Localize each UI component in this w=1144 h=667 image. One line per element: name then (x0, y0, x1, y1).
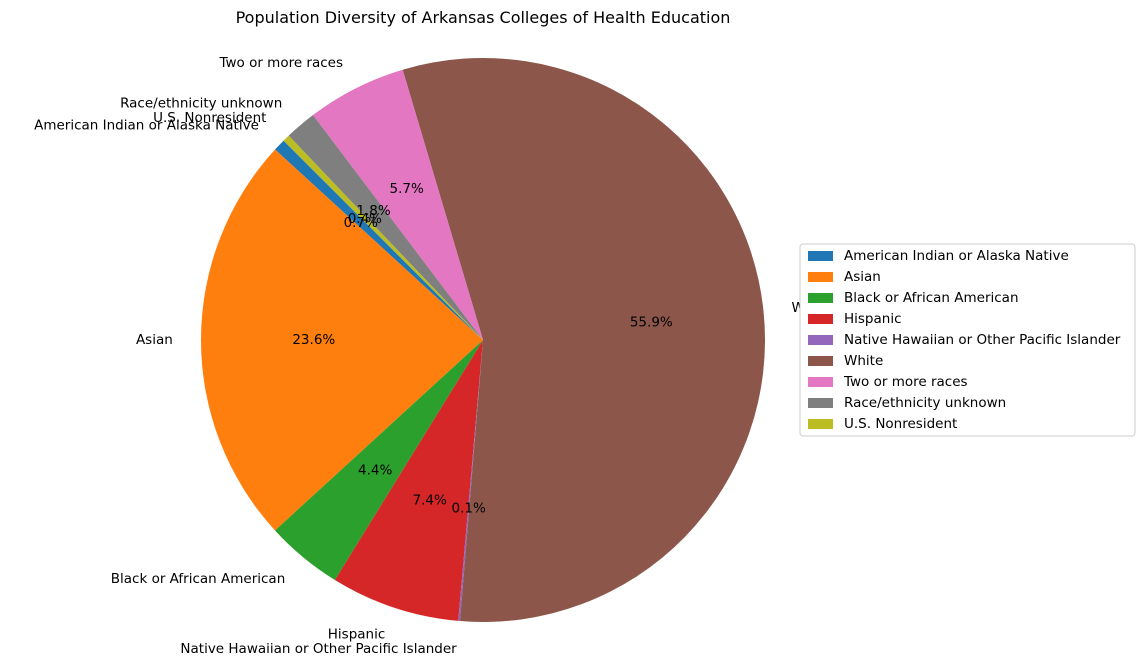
legend-label-two-or-more-races: Two or more races (843, 374, 968, 390)
slice-race-ethnicity-unknown (288, 115, 483, 341)
legend-label-u-s-nonresident: U.S. Nonresident (844, 416, 957, 432)
slice-u-s-nonresident (283, 135, 483, 340)
legend-label-american-indian-or-alaska-native: American Indian or Alaska Native (844, 248, 1069, 264)
chart-title: Population Diversity of Arkansas College… (236, 8, 731, 27)
slice-percent-black-or-african-american: 4.4% (358, 462, 392, 478)
legend-swatch-race-ethnicity-unknown (808, 398, 833, 408)
legend-swatch-asian (808, 272, 833, 282)
slice-label-u-s-nonresident: U.S. Nonresident (153, 110, 266, 126)
slice-label-race-ethnicity-unknown: Race/ethnicity unknown (120, 95, 282, 111)
slice-hispanic (334, 340, 483, 621)
slice-native-hawaiian-or-other-pacific-islander (458, 340, 483, 622)
slice-percent-u-s-nonresident: 0.4% (348, 211, 382, 227)
legend-frame (799, 243, 1136, 437)
slice-american-indian-or-alaska-native (275, 140, 483, 340)
legend-swatch-black-or-african-american (808, 293, 833, 303)
legend-swatch-american-indian-or-alaska-native (808, 251, 833, 261)
legend-swatch-u-s-nonresident (808, 419, 833, 429)
slice-percent-white: 55.9% (630, 314, 673, 330)
legend-label-asian: Asian (844, 269, 881, 285)
slice-percent-american-indian-or-alaska-native: 0.7% (344, 215, 378, 231)
slice-label-native-hawaiian-or-other-pacific-islander: Native Hawaiian or Other Pacific Islande… (180, 641, 457, 657)
legend-label-native-hawaiian-or-other-pacific-islander: Native Hawaiian or Other Pacific Islande… (844, 332, 1121, 348)
pie-slices (201, 58, 766, 623)
slice-label-hispanic: Hispanic (328, 626, 386, 642)
slice-percent-hispanic: 7.4% (413, 493, 447, 509)
slice-percent-two-or-more-races: 5.7% (390, 181, 424, 197)
slice-percent-labels: 0.7% 23.6% 4.4% 7.4% 0.1% 55.9% 5.7%1.8%0.4% (292, 181, 673, 517)
slice-black-or-african-american (275, 340, 483, 580)
slice-label-black-or-african-american: Black or African American (111, 571, 286, 587)
legend-label-white: White (844, 353, 883, 369)
slice-percent-native-hawaiian-or-other-pacific-islander: 0.1% (452, 501, 486, 517)
legend-label-black-or-african-american: Black or African American (844, 290, 1019, 306)
legend-label-race-ethnicity-unknown: Race/ethnicity unknown (844, 395, 1006, 411)
slice-asian (201, 149, 484, 531)
legend: American Indian or Alaska Native Asian Bla… (799, 243, 1136, 437)
slice-percent-race-ethnicity-unknown: 1.8% (356, 203, 390, 219)
legend-swatch-white (808, 356, 833, 366)
slice-labels: American Indian or Alaska Native Asian Bla… (34, 55, 831, 657)
slice-label-american-indian-or-alaska-native: American Indian or Alaska Native (34, 118, 259, 134)
slice-label-asian: Asian (136, 332, 173, 348)
slice-two-or-more-races (312, 69, 483, 340)
legend-label-hispanic: Hispanic (844, 311, 902, 327)
legend-swatch-hispanic (808, 314, 833, 324)
legend-swatch-native-hawaiian-or-other-pacific-islander (808, 335, 833, 345)
legend-swatch-two-or-more-races (808, 377, 833, 387)
slice-white (402, 58, 766, 623)
slice-percent-asian: 23.6% (292, 332, 335, 348)
slice-label-two-or-more-races: Two or more races (218, 55, 343, 71)
